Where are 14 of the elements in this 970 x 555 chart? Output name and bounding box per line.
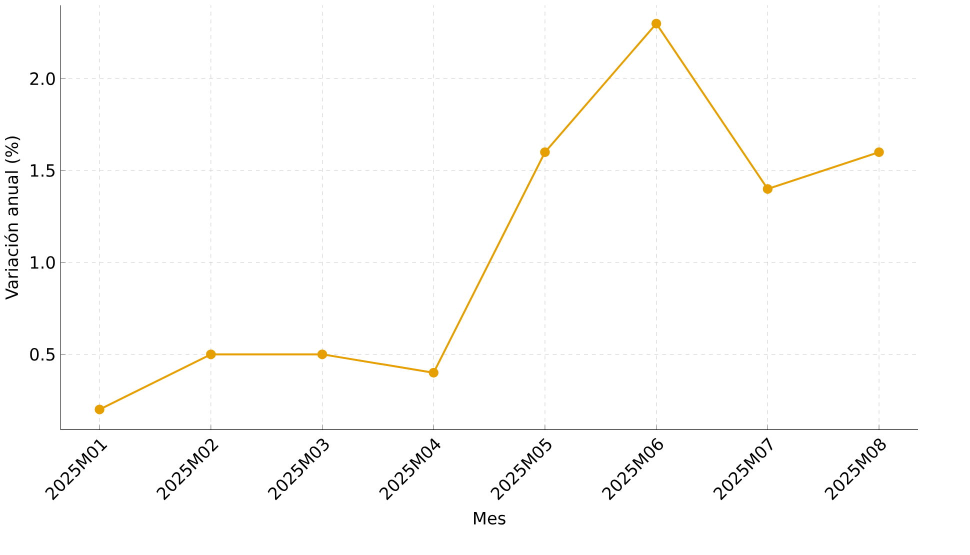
y-tick-label: 0.5	[30, 348, 54, 361]
y-tick-label: 1.0	[30, 256, 55, 270]
y-axis-title: Variación anual (%)	[4, 136, 20, 300]
y-tick-label: 2.0	[30, 72, 55, 86]
point	[206, 350, 216, 360]
point	[94, 404, 104, 415]
point	[540, 147, 550, 158]
point	[651, 18, 662, 29]
y-tick-label: 1.5	[30, 164, 54, 178]
point	[762, 184, 773, 194]
point	[428, 368, 438, 378]
point	[874, 147, 884, 158]
x-axis-title: Mes	[474, 512, 506, 525]
point	[317, 350, 328, 360]
